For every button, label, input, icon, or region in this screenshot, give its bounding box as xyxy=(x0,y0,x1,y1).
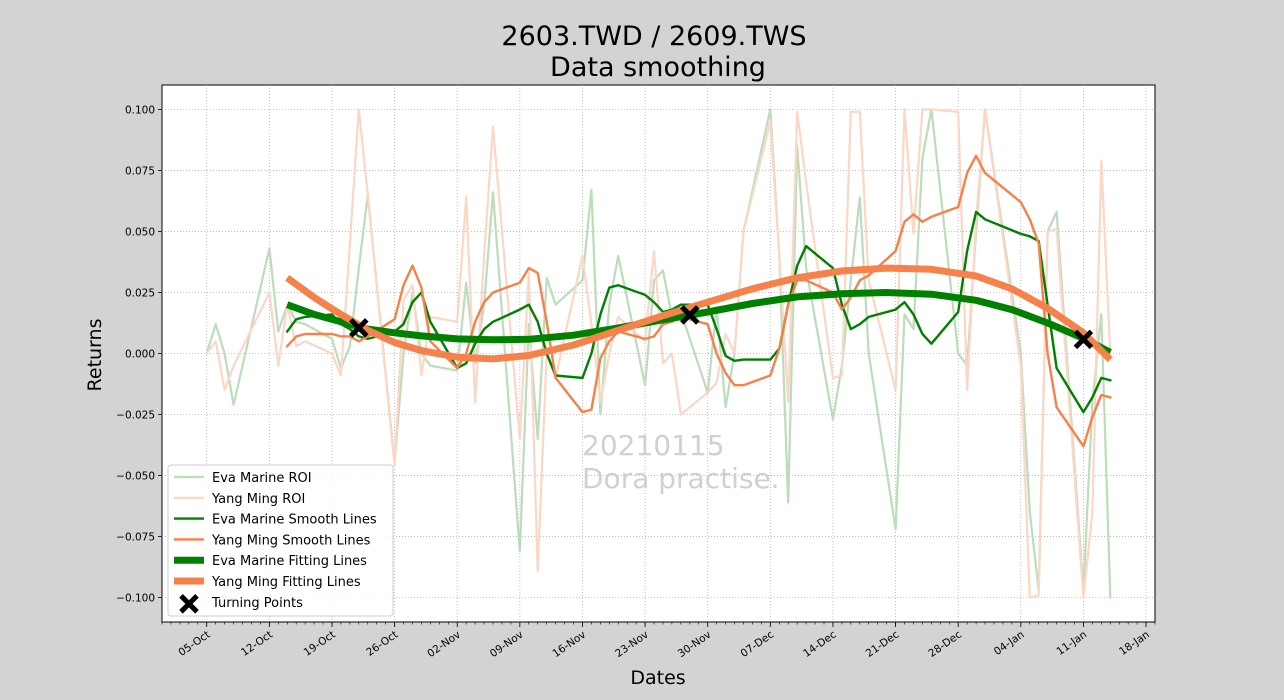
series-line-5 xyxy=(285,264,1113,363)
x-tick-label: 19-Oct xyxy=(302,629,338,659)
y-tick-label: 0.000 xyxy=(125,349,155,361)
y-tick-label: −0.075 xyxy=(116,532,155,544)
turning-point-marker xyxy=(680,305,700,325)
y-tick-label: −0.025 xyxy=(116,410,155,422)
x-tick-label: 12-Oct xyxy=(239,629,275,659)
y-tick-label: −0.100 xyxy=(116,593,155,605)
legend-label: Yang Ming ROI xyxy=(211,492,305,507)
watermark-author: Dora practise. xyxy=(582,462,780,495)
x-tick-label: 18-Jan xyxy=(1117,629,1152,658)
x-axis-label: Dates xyxy=(630,667,685,689)
x-tick-label: 28-Dec xyxy=(926,628,964,659)
turning-point-marker xyxy=(1073,329,1094,350)
turning-point-x xyxy=(1073,329,1094,350)
legend-label: Eva Marine Fitting Lines xyxy=(212,554,367,569)
x-tick-label: 16-Nov xyxy=(550,629,588,660)
x-tick-label: 09-Nov xyxy=(488,629,526,660)
chart-title: 2603.TWD / 2609.TWS xyxy=(501,21,806,52)
series-layer xyxy=(205,108,1113,599)
turning-point-x xyxy=(680,305,700,325)
legend-label: Turning Points xyxy=(211,596,303,611)
y-axis: 0.100 0.075 0.050 0.025 0.000 −0.025 −0.050 −0.… xyxy=(116,104,162,605)
series-line-4 xyxy=(286,289,1112,356)
y-tick-label: 0.050 xyxy=(125,226,155,238)
watermark: 20210115 Dora practise. xyxy=(582,429,780,495)
legend-entry: Eva Marine ROI xyxy=(174,471,312,486)
x-tick-label: 05-Oct xyxy=(176,629,212,659)
legend-label: Eva Marine Smooth Lines xyxy=(212,513,377,528)
y-tick-label: 0.075 xyxy=(125,165,155,177)
legend-label: Yang Ming Fitting Lines xyxy=(211,575,361,590)
y-axis-label: Returns xyxy=(84,319,106,392)
legend-entry: Yang Ming ROI xyxy=(174,492,305,507)
x-tick-label: 04-Jan xyxy=(992,629,1027,658)
y-tick-label: 0.025 xyxy=(125,287,155,299)
legend-marker-icon xyxy=(179,594,199,614)
legend-entry: Yang Ming Fitting Lines xyxy=(174,575,361,590)
legend-entry: Eva Marine Smooth Lines xyxy=(174,513,377,528)
turning-point-marker xyxy=(349,318,369,338)
x-axis: 05-Oct 12-Oct 19-Oct 26-Oct 02-Nov 09-Nov 16-N… xyxy=(161,622,1156,660)
x-tick-label: 07-Dec xyxy=(738,628,776,659)
x-tick-label: 23-Nov xyxy=(613,629,651,660)
x-tick-label: 21-Dec xyxy=(864,628,902,659)
chart-subtitle: Data smoothing xyxy=(550,52,766,83)
turning-points xyxy=(349,305,1094,350)
legend-entry: Yang Ming Smooth Lines xyxy=(174,533,371,548)
legend-entry: Turning Points xyxy=(179,594,303,614)
legend: Eva Marine ROI Yang Ming ROI Eva Marine Sm… xyxy=(167,464,394,617)
series-line-0 xyxy=(205,108,1112,599)
x-tick-label: 14-Dec xyxy=(801,628,839,659)
legend-entry: Eva Marine Fitting Lines xyxy=(174,554,367,569)
x-tick-label: 26-Oct xyxy=(364,629,400,659)
legend-box xyxy=(167,464,394,617)
y-tick-label: −0.050 xyxy=(116,471,155,483)
turning-point-x xyxy=(349,318,369,338)
x-tick-label: 11-Jan xyxy=(1054,629,1089,658)
legend-label: Eva Marine ROI xyxy=(212,471,312,486)
x-tick-label: 30-Nov xyxy=(676,629,714,660)
y-tick-label: 0.100 xyxy=(125,104,155,116)
watermark-date: 20210115 xyxy=(582,429,725,462)
legend-label: Yang Ming Smooth Lines xyxy=(211,533,371,548)
x-tick-label: 02-Nov xyxy=(425,629,463,660)
